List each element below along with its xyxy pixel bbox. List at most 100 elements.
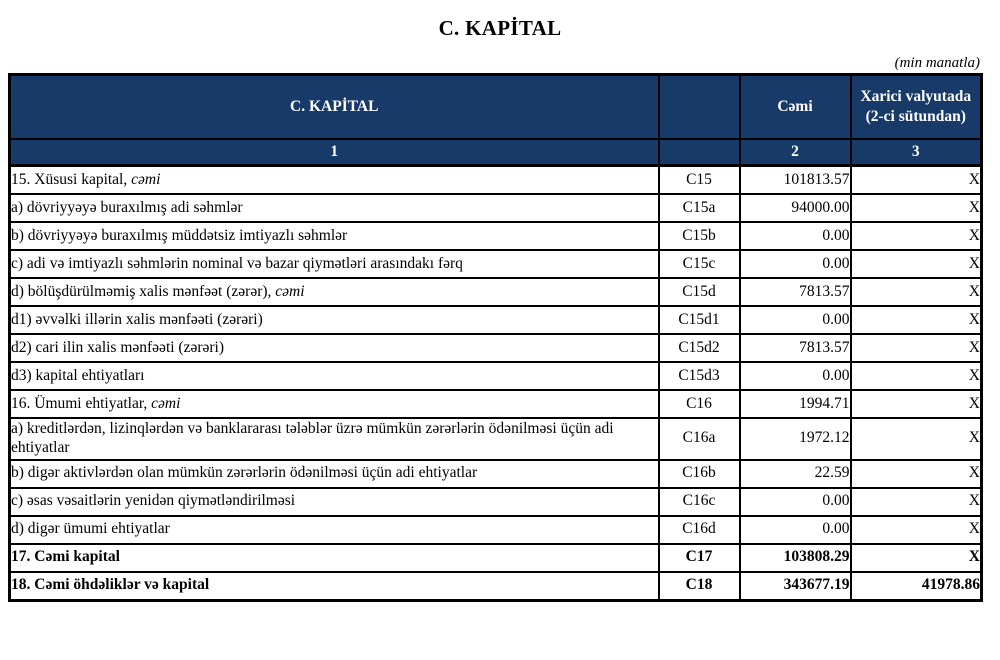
table-row: d1) əvvəlki illərin xalis mənfəəti (zərə…: [8, 305, 983, 335]
table-row: 16. Ümumi ehtiyatlar, cəmi C16 1994.71 X: [8, 389, 983, 419]
row-code: C16c: [657, 486, 741, 517]
row-foreign-value: X: [849, 333, 983, 363]
row-total-value: 0.00: [738, 361, 852, 391]
col-header-foreign: Xarici valyutada (2-ci sütundan): [849, 73, 983, 140]
table-header: C. KAPİTAL Cəmi Xarici valyutada (2-ci s…: [8, 73, 983, 167]
col-number-2: 2: [738, 138, 852, 167]
row-total-value: 0.00: [738, 305, 852, 335]
row-total-value: 103808.29: [738, 542, 852, 573]
col-number-blank: [657, 138, 741, 167]
row-code: C16d: [657, 514, 741, 545]
table-row: 15. Xüsusi kapital, cəmi C15 101813.57 X: [8, 164, 983, 195]
row-code: C16: [657, 389, 741, 419]
row-label: a) dövriyyəyə buraxılmış adi səhmlər: [8, 193, 660, 223]
row-code: C17: [657, 542, 741, 573]
row-label-text: 16. Ümumi ehtiyatlar,: [11, 394, 152, 412]
row-foreign-value: X: [849, 542, 983, 573]
row-total-value: 0.00: [738, 514, 852, 545]
row-foreign-value: X: [849, 486, 983, 517]
row-label-text: d3) kapital ehtiyatları: [11, 366, 145, 384]
row-label-text: 18. Cəmi öhdəliklər və kapital: [11, 576, 210, 594]
col-header-code: [657, 73, 741, 140]
row-label: 17. Cəmi kapital: [8, 542, 660, 573]
table-row: 18. Cəmi öhdəliklər və kapital C18 343677.…: [8, 570, 983, 602]
row-label: d1) əvvəlki illərin xalis mənfəəti (zərə…: [8, 305, 660, 335]
table-row: a) kreditlərdən, lizinqlərdən və banklar…: [8, 417, 983, 461]
row-label-text: 15. Xüsusi kapital,: [11, 170, 132, 188]
col-header-name: C. KAPİTAL: [8, 73, 660, 140]
table-row: b) dövriyyəyə buraxılmış müddətsiz imtiy…: [8, 221, 983, 251]
row-label-text: d2) cari ilin xalis mənfəəti (zərəri): [11, 338, 225, 356]
row-foreign-value: X: [849, 221, 983, 251]
row-foreign-value: 41978.86: [849, 570, 983, 602]
row-foreign-value: X: [849, 249, 983, 279]
row-label: b) dövriyyəyə buraxılmış müddətsiz imtiy…: [8, 221, 660, 251]
row-code: C15d3: [657, 361, 741, 391]
table-row: d) bölüşdürülməmiş xalis mənfəət (zərər)…: [8, 277, 983, 307]
row-label-text: c) adi və imtiyazlı səhmlərin nominal və…: [11, 254, 463, 272]
row-label-text: 17. Cəmi kapital: [11, 548, 120, 566]
header-row-titles: C. KAPİTAL Cəmi Xarici valyutada (2-ci s…: [8, 73, 983, 140]
row-label: 16. Ümumi ehtiyatlar, cəmi: [8, 389, 660, 419]
row-foreign-value: X: [849, 277, 983, 307]
row-code: C15a: [657, 193, 741, 223]
row-total-value: 0.00: [738, 486, 852, 517]
row-total-value: 101813.57: [738, 164, 852, 195]
row-foreign-value: X: [849, 458, 983, 489]
row-code: C15: [657, 164, 741, 195]
row-code: C16b: [657, 458, 741, 489]
row-label-italic-text: cəmi: [275, 282, 305, 300]
row-code: C15d2: [657, 333, 741, 363]
table-row: d2) cari ilin xalis mənfəəti (zərəri) C15…: [8, 333, 983, 363]
row-label: b) digər aktivlərdən olan mümkün zərərlə…: [8, 458, 660, 489]
row-total-value: 94000.00: [738, 193, 852, 223]
row-code: C16a: [657, 417, 741, 461]
row-code: C18: [657, 570, 741, 602]
table-row: 17. Cəmi kapital C17 103808.29 X: [8, 542, 983, 573]
row-label-text: c) əsas vəsaitlərin yenidən qiymətləndir…: [11, 492, 296, 510]
row-label: d) bölüşdürülməmiş xalis mənfəət (zərər)…: [8, 277, 660, 307]
row-foreign-value: X: [849, 417, 983, 461]
row-foreign-value: X: [849, 361, 983, 391]
row-label-italic-text: cəmi: [131, 170, 161, 188]
row-label-text: d) bölüşdürülməmiş xalis mənfəət (zərər)…: [11, 282, 276, 300]
row-label-italic-text: cəmi: [151, 394, 181, 412]
unit-note: (min manatla): [894, 55, 980, 71]
row-label-text: a) kreditlərdən, lizinqlərdən və banklar…: [11, 420, 614, 456]
table-row: c) əsas vəsaitlərin yenidən qiymətləndir…: [8, 486, 983, 517]
table-row: a) dövriyyəyə buraxılmış adi səhmlər C15a…: [8, 193, 983, 223]
row-label-text: d) digər ümumi ehtiyatlar: [11, 520, 170, 538]
capital-table: C. KAPİTAL Cəmi Xarici valyutada (2-ci s…: [8, 73, 983, 602]
row-label: d) digər ümumi ehtiyatlar: [8, 514, 660, 545]
header-row-numbers: 1 2 3: [8, 138, 983, 167]
row-label: 15. Xüsusi kapital, cəmi: [8, 164, 660, 195]
col-header-total: Cəmi: [738, 73, 852, 140]
table-row: c) adi və imtiyazlı səhmlərin nominal və…: [8, 249, 983, 279]
row-total-value: 1972.12: [738, 417, 852, 461]
row-code: C15c: [657, 249, 741, 279]
row-label: d3) kapital ehtiyatları: [8, 361, 660, 391]
row-foreign-value: X: [849, 164, 983, 195]
row-label-text: d1) əvvəlki illərin xalis mənfəəti (zərə…: [11, 310, 263, 328]
row-label: c) əsas vəsaitlərin yenidən qiymətləndir…: [8, 486, 660, 517]
row-label-text: a) dövriyyəyə buraxılmış adi səhmlər: [11, 198, 243, 216]
row-total-value: 343677.19: [738, 570, 852, 602]
row-total-value: 22.59: [738, 458, 852, 489]
row-code: C15d1: [657, 305, 741, 335]
row-foreign-value: X: [849, 514, 983, 545]
page-title: C. KAPİTAL: [438, 16, 562, 40]
table-row: b) digər aktivlərdən olan mümkün zərərlə…: [8, 458, 983, 489]
row-foreign-value: X: [849, 193, 983, 223]
row-foreign-value: X: [849, 305, 983, 335]
row-label-text: b) digər aktivlərdən olan mümkün zərərlə…: [11, 464, 478, 482]
row-total-value: 7813.57: [738, 333, 852, 363]
col-number-3: 3: [849, 138, 983, 167]
row-code: C15b: [657, 221, 741, 251]
row-foreign-value: X: [849, 389, 983, 419]
row-label-text: b) dövriyyəyə buraxılmış müddətsiz imtiy…: [11, 226, 348, 244]
row-code: C15d: [657, 277, 741, 307]
row-total-value: 1994.71: [738, 389, 852, 419]
table-row: d) digər ümumi ehtiyatlar C16d 0.00 X: [8, 514, 983, 545]
